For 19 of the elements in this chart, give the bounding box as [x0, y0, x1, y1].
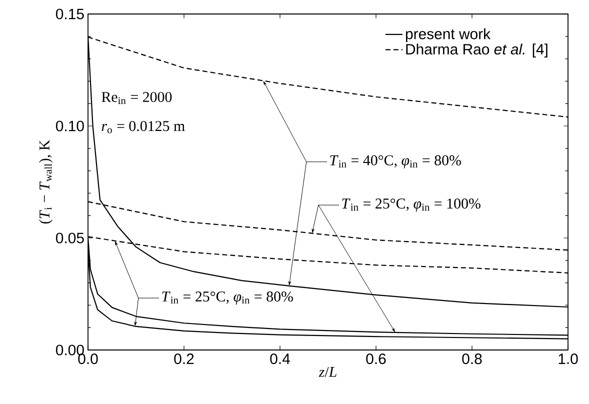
annotation: Re$_{in}$ = 2000: [102, 92, 172, 104]
x-tick-label: 0.2: [174, 354, 194, 364]
y-tick-label: 0.05: [56, 232, 84, 244]
annotation: T$_{in}$ = 25°C, φ$_{in}$ = 80%: [162, 291, 293, 305]
annotation: T$_{in}$ = 25°C, φ$_{in}$ = 100%: [342, 198, 480, 212]
annotation: r$_{o}$ = 0.0125 m: [102, 121, 185, 134]
legend-label: present work: [406, 28, 491, 42]
x-tick-label: 0.4: [270, 354, 290, 364]
annotation: T$_{in}$ = 40°C, φ$_{in}$ = 80%: [330, 155, 461, 168]
x-tick-label: 1.0: [558, 354, 578, 364]
y-tick-label: 0.15: [56, 8, 84, 20]
x-axis-title: z/L: [318, 366, 336, 377]
x-tick-label: 0.8: [462, 354, 482, 364]
legend-label: Dharma Rao et al. [4]: [406, 44, 548, 58]
y-tick-label: 0.00: [56, 344, 84, 356]
x-tick-label: 0.0: [78, 354, 98, 364]
y-axis-title: (T$_{i}$ − T$_{wall}$), K: [39, 140, 53, 224]
x-tick-label: 0.6: [366, 354, 386, 364]
y-tick-label: 0.10: [56, 120, 84, 132]
